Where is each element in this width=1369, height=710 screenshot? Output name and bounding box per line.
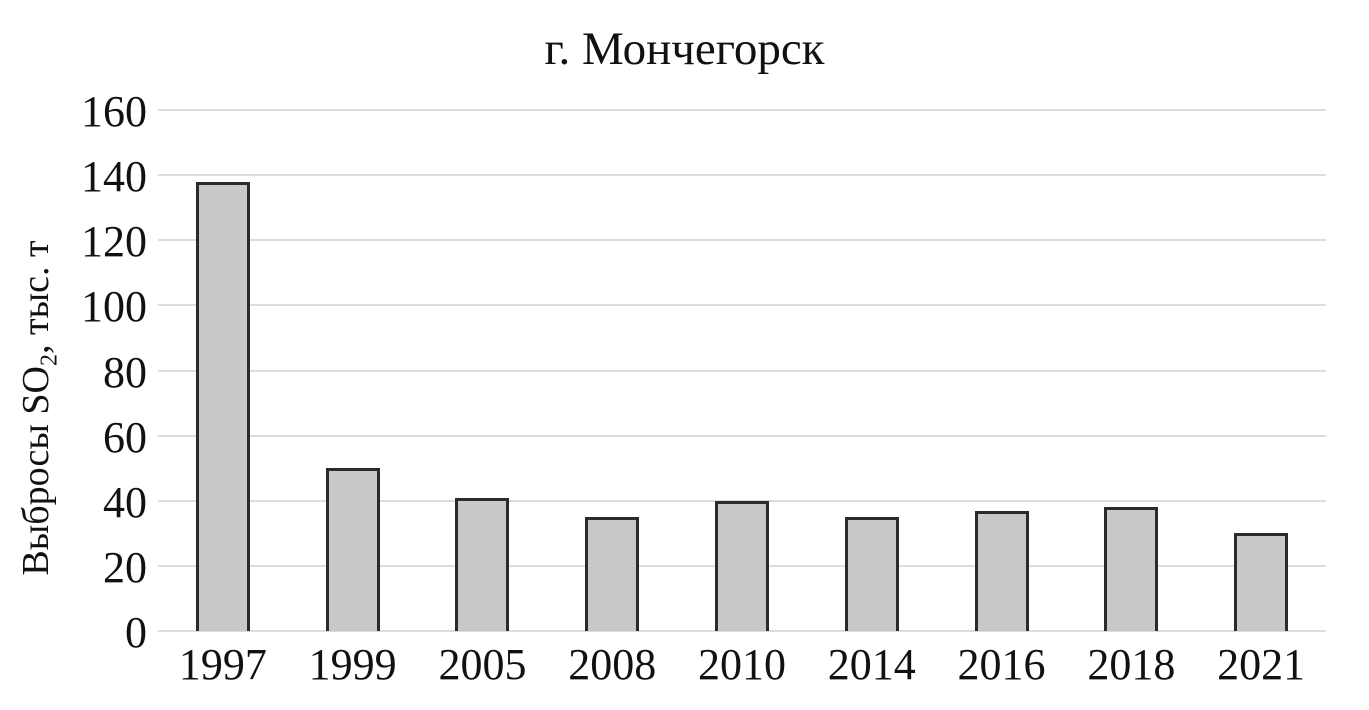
y-tick-label-140: 140 (81, 152, 147, 202)
x-tick-label-2021: 2021 (1217, 640, 1306, 689)
y-tick-label-40: 40 (103, 477, 147, 527)
bar-1999 (325, 468, 380, 631)
gridline-y-140 (158, 174, 1326, 177)
plot-area (158, 109, 1326, 632)
bar-2008 (585, 517, 640, 631)
y-tick-label-100: 100 (81, 282, 147, 332)
x-tick-label-2016: 2016 (957, 640, 1046, 689)
y-tick-label-60: 60 (103, 412, 147, 462)
chart-title: г. Мончегорск (544, 23, 825, 75)
y-tick-label-20: 20 (103, 542, 147, 592)
bar-2010 (715, 500, 769, 631)
gridline-y-60 (158, 434, 1326, 437)
x-tick-label-2005: 2005 (438, 640, 527, 689)
x-tick-label-2008: 2008 (568, 640, 657, 689)
bar-2021 (1234, 533, 1289, 631)
gridline-y-160 (158, 109, 1326, 111)
bar-2014 (844, 517, 899, 631)
bar-2005 (455, 497, 510, 631)
x-tick-label-1997: 1997 (178, 640, 267, 689)
y-tick-label-120: 120 (81, 217, 147, 267)
x-tick-label-2014: 2014 (827, 640, 916, 689)
x-tick-label-2018: 2018 (1087, 640, 1176, 689)
gridline-y-100 (158, 304, 1326, 307)
bar-2016 (974, 510, 1029, 631)
y-tick-label-80: 80 (103, 347, 147, 397)
y-tick-label-160: 160 (81, 87, 147, 136)
y-tick-label-0: 0 (125, 608, 147, 657)
x-tick-label-1999: 1999 (308, 640, 397, 689)
bar-1997 (195, 181, 250, 631)
gridline-y-120 (158, 239, 1326, 242)
x-tick-label-2010: 2010 (698, 640, 786, 689)
bar-2018 (1104, 507, 1159, 631)
gridline-y-80 (158, 369, 1326, 372)
